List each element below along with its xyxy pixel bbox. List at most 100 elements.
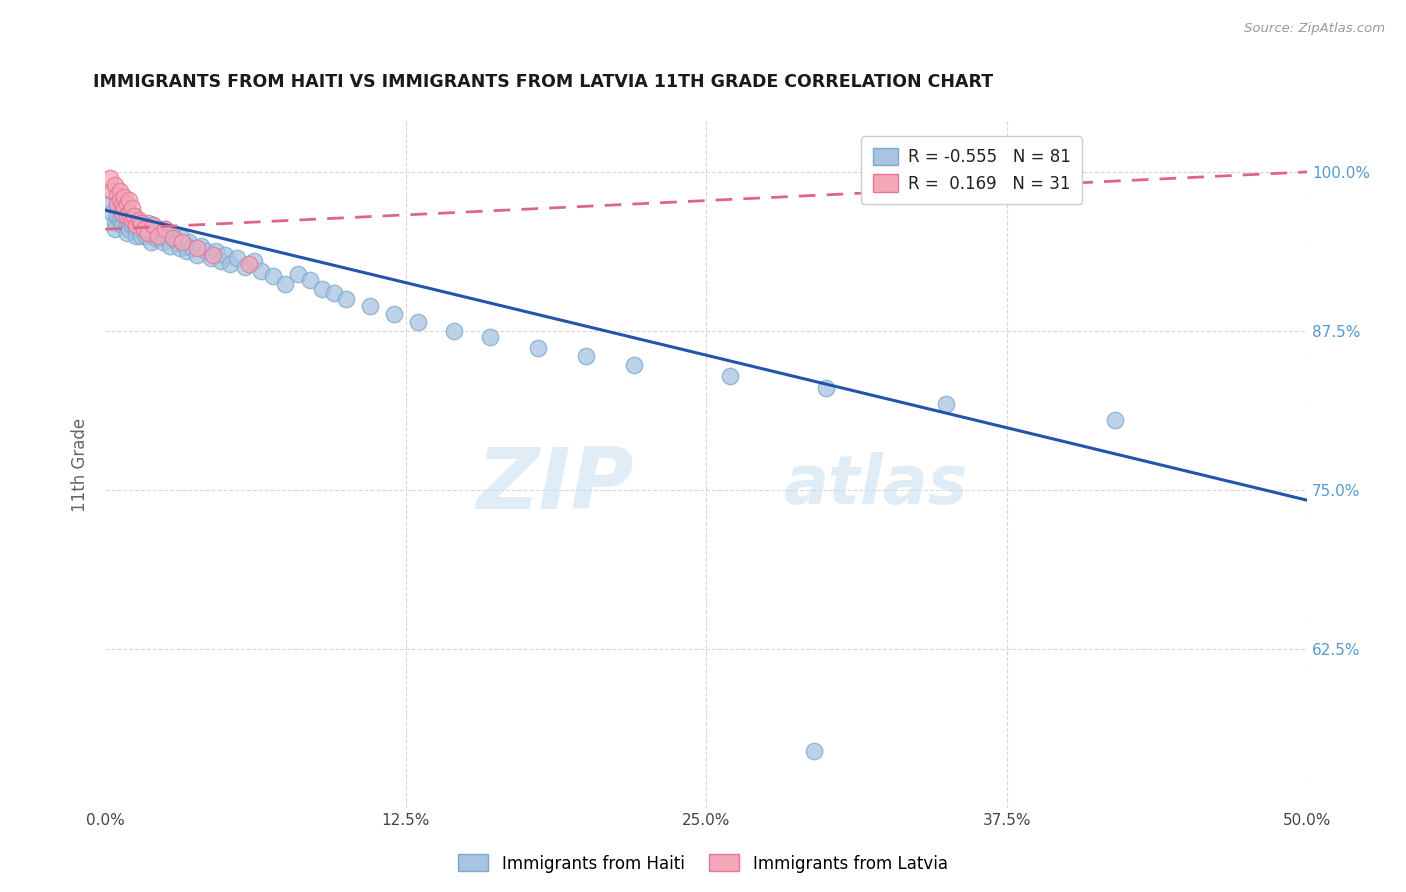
Text: atlas: atlas — [785, 452, 969, 518]
Y-axis label: 11th Grade: 11th Grade — [72, 417, 89, 512]
Point — [129, 228, 152, 243]
Point — [382, 308, 405, 322]
Point — [129, 216, 152, 230]
Point — [146, 222, 169, 236]
Point — [111, 205, 134, 219]
Point — [406, 315, 429, 329]
Point — [209, 254, 232, 268]
Point — [142, 219, 165, 233]
Point — [128, 213, 150, 227]
Point — [149, 228, 172, 243]
Point — [186, 241, 208, 255]
Point — [298, 273, 321, 287]
Point — [111, 196, 134, 211]
Text: ZIP: ZIP — [477, 443, 634, 526]
Point — [105, 210, 128, 224]
Point — [287, 267, 309, 281]
Point — [190, 238, 212, 252]
Point — [219, 256, 242, 270]
Point — [162, 231, 184, 245]
Point — [155, 222, 177, 236]
Point — [118, 216, 141, 230]
Point — [173, 238, 195, 252]
Point — [186, 247, 208, 261]
Point — [115, 226, 138, 240]
Point — [118, 193, 141, 207]
Point — [111, 219, 134, 233]
Point — [250, 264, 273, 278]
Point — [108, 193, 131, 207]
Point — [111, 216, 134, 230]
Point — [155, 222, 177, 236]
Point — [118, 205, 141, 219]
Point — [105, 187, 128, 202]
Point — [172, 231, 194, 245]
Point — [311, 282, 333, 296]
Point — [142, 219, 165, 233]
Point — [98, 196, 121, 211]
Point — [114, 201, 136, 215]
Point — [179, 235, 201, 249]
Point — [145, 231, 167, 245]
Point — [118, 205, 141, 219]
Point — [138, 226, 160, 240]
Point — [156, 231, 179, 245]
Point — [139, 235, 162, 249]
Point — [138, 226, 160, 240]
Point — [935, 396, 957, 410]
Point — [238, 256, 260, 270]
Point — [115, 210, 138, 224]
Point — [152, 235, 174, 249]
Point — [195, 244, 218, 258]
Point — [169, 241, 191, 255]
Point — [146, 228, 169, 243]
Point — [335, 292, 357, 306]
Point — [125, 222, 148, 236]
Point — [98, 171, 121, 186]
Point — [176, 244, 198, 258]
Point — [162, 228, 184, 243]
Legend: Immigrants from Haiti, Immigrants from Latvia: Immigrants from Haiti, Immigrants from L… — [451, 847, 955, 880]
Point — [200, 252, 222, 266]
Point — [129, 216, 152, 230]
Point — [443, 324, 465, 338]
Point — [204, 244, 226, 258]
Point — [125, 219, 148, 233]
Point — [122, 216, 145, 230]
Point — [274, 277, 297, 291]
Point — [122, 210, 145, 224]
Point — [202, 247, 225, 261]
Point — [105, 196, 128, 211]
Point — [104, 178, 127, 192]
Point — [1104, 413, 1126, 427]
Point — [104, 222, 127, 236]
Text: Source: ZipAtlas.com: Source: ZipAtlas.com — [1244, 22, 1385, 36]
Point — [114, 190, 136, 204]
Point — [108, 203, 131, 218]
Point — [114, 210, 136, 224]
Point — [128, 222, 150, 236]
Point — [159, 238, 181, 252]
Point — [359, 299, 381, 313]
Point — [226, 252, 249, 266]
Point — [121, 219, 143, 233]
Point — [114, 201, 136, 215]
Point — [263, 269, 285, 284]
Point — [105, 196, 128, 211]
Point — [132, 222, 155, 236]
Point — [115, 219, 138, 233]
Point — [118, 222, 141, 236]
Point — [104, 216, 127, 230]
Point — [172, 235, 194, 249]
Point — [180, 241, 202, 255]
Point — [121, 212, 143, 227]
Point — [101, 184, 124, 198]
Point — [135, 228, 157, 243]
Point — [128, 216, 150, 230]
Point — [125, 228, 148, 243]
Point — [527, 341, 550, 355]
Point — [122, 210, 145, 224]
Point — [121, 201, 143, 215]
Text: IMMIGRANTS FROM HAITI VS IMMIGRANTS FROM LATVIA 11TH GRADE CORRELATION CHART: IMMIGRANTS FROM HAITI VS IMMIGRANTS FROM… — [93, 73, 993, 91]
Point — [166, 235, 188, 249]
